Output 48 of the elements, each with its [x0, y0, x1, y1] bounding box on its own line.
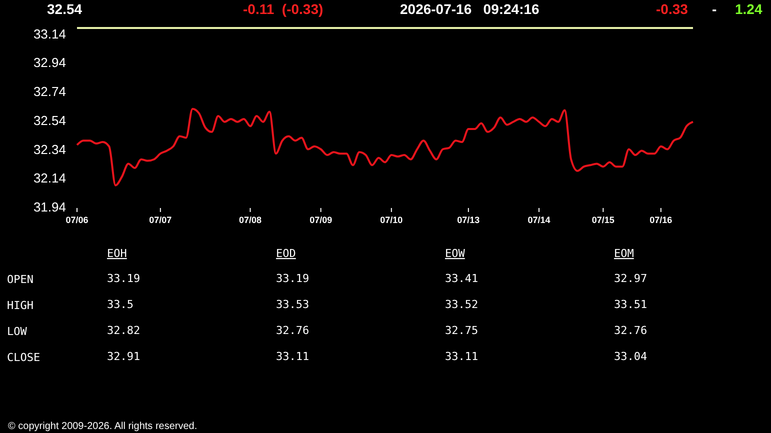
text: 33.11 — [445, 350, 478, 363]
text: 33.19 — [107, 272, 140, 285]
line-series — [76, 108, 694, 186]
y-tick-label: 32.54 — [33, 112, 66, 128]
x-tick-label: 07/16 — [650, 215, 672, 225]
text: 33.41 — [445, 272, 478, 285]
text: OPEN — [7, 273, 34, 286]
text: 33.51 — [614, 298, 648, 311]
text: HIGH — [7, 299, 34, 312]
text: 33.52 — [445, 298, 478, 311]
x-tick-label: 07/14 — [528, 215, 550, 225]
text: -0.11 (-0.33) — [243, 1, 324, 17]
text: 32.82 — [107, 324, 140, 337]
text: 32.76 — [276, 324, 310, 337]
text: 33.04 — [614, 350, 648, 363]
text: 32.97 — [614, 272, 648, 285]
text: 32.91 — [107, 350, 140, 363]
x-tick-label: 07/13 — [457, 215, 480, 225]
text: 33.5 — [107, 298, 134, 311]
x-tick-label: 07/08 — [238, 215, 262, 225]
text: LOW — [7, 325, 28, 338]
x-tick-label: 07/06 — [66, 215, 88, 225]
text: EOM — [614, 247, 634, 260]
text: © copyright 2009-2026. All rights reserved. — [8, 421, 198, 432]
x-tick-label: 07/09 — [310, 215, 332, 225]
x-tick-label: 07/10 — [380, 215, 403, 225]
text: - — [712, 1, 717, 17]
text: 1.24 — [735, 1, 762, 17]
text: EOW — [445, 247, 466, 260]
text: 33.53 — [276, 298, 310, 311]
x-tick-label: 07/07 — [149, 215, 172, 225]
y-tick-label: 32.34 — [33, 142, 66, 157]
text: 32.75 — [445, 324, 478, 337]
y-tick-label: 32.94 — [33, 55, 66, 70]
text: EOD — [276, 247, 296, 260]
text: 32.54 — [47, 1, 82, 17]
text: 2026-07-16 09:24:16 — [400, 1, 540, 17]
text: 32.76 — [614, 324, 648, 337]
x-tick-label: 07/15 — [592, 215, 614, 225]
y-tick-label: 32.74 — [33, 84, 66, 100]
text: CLOSE — [7, 351, 40, 364]
text: 33.11 — [276, 350, 310, 363]
text: EOH — [107, 247, 127, 260]
text: 33.19 — [276, 272, 310, 285]
y-tick-label: 32.14 — [33, 170, 66, 186]
text: -0.33 — [656, 1, 688, 17]
y-tick-label: 31.94 — [33, 200, 66, 215]
y-tick-label: 33.14 — [33, 26, 66, 42]
